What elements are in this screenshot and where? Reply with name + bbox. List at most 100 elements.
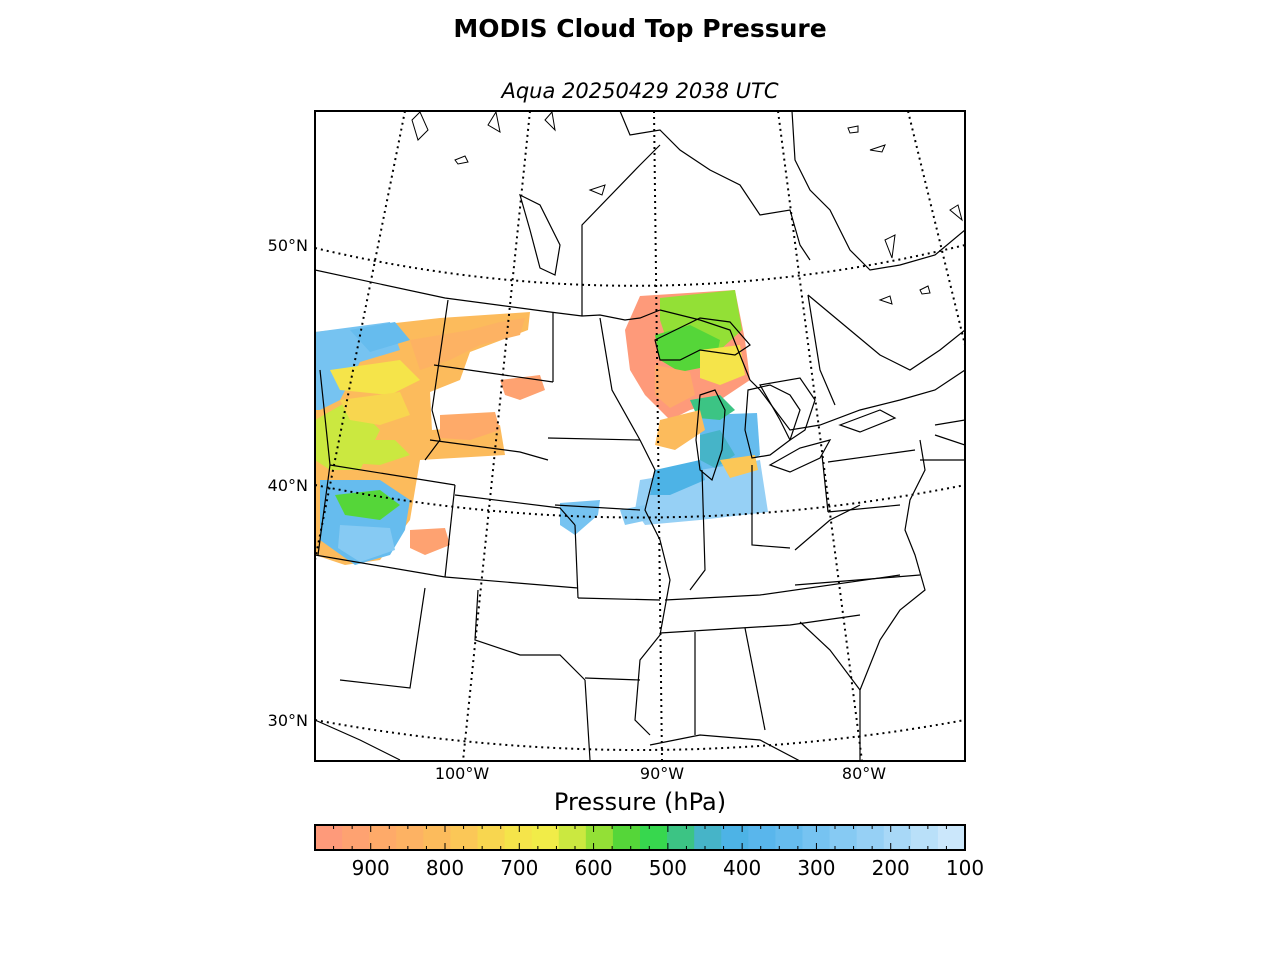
- hudson-bay-coast: [619, 111, 811, 261]
- great-lakes-border: [659, 309, 965, 431]
- colorbar-tick-label: 900: [352, 856, 390, 880]
- lat-label-30n: 30°N: [268, 711, 308, 730]
- tn-south: [659, 614, 861, 634]
- cloud-imagery: [315, 290, 768, 565]
- ga-sc: [799, 621, 861, 691]
- colorbar-swatch: [937, 825, 966, 850]
- atlantic-coast: [859, 439, 926, 761]
- montana-dakota: [431, 299, 449, 411]
- us-canada-border: [315, 269, 661, 321]
- colorbar-swatch: [315, 825, 343, 850]
- map-frame: [314, 110, 966, 762]
- lake-michigan: [695, 389, 726, 482]
- va-nc: [794, 574, 921, 586]
- meridian-70w: [907, 111, 965, 346]
- colorbar-swatch: [856, 825, 885, 850]
- colorbar-swatch: [829, 825, 858, 850]
- ia-mo: [554, 504, 641, 511]
- political-boundaries: [315, 111, 965, 761]
- meridian-80w: [777, 111, 863, 761]
- colorbar-swatch: [531, 825, 560, 850]
- colorbar-swatch: [342, 825, 370, 850]
- lon-label-80w: 80°W: [842, 764, 886, 783]
- lon-label-90w: 90°W: [640, 764, 684, 783]
- colorbar-tick-label: 600: [574, 856, 612, 880]
- colorbar: Pressure (hPa) 900 800 700 600 500 400 300 200 1…: [314, 788, 984, 880]
- lat-labels: 50°N 40°N 30°N: [268, 236, 308, 730]
- colorbar-tick-label: 700: [500, 856, 538, 880]
- wy-co: [329, 464, 456, 486]
- colorbar-swatch: [640, 825, 668, 850]
- sd-ne: [429, 439, 549, 461]
- co-east: [444, 484, 456, 578]
- colorbar-tick-label: 200: [872, 856, 910, 880]
- colorbar-swatch: [369, 825, 397, 850]
- lake-ontario: [838, 409, 897, 433]
- tx-la: [584, 679, 591, 761]
- mississippi-river: [634, 439, 671, 736]
- meridian-100w: [462, 111, 531, 761]
- colorbar-tick-label: 800: [426, 856, 464, 880]
- colorbar-title: Pressure (hPa): [554, 788, 726, 816]
- pa-south: [827, 504, 901, 513]
- colorbar-swatch: [585, 825, 614, 850]
- coastal-fragments: [411, 111, 963, 305]
- lake-superior: [654, 317, 751, 361]
- colorbar-swatch: [423, 825, 452, 850]
- lake-winnipeg: [519, 193, 561, 276]
- wv-va: [794, 504, 861, 551]
- colorbar-labels: 900 800 700 600 500 400 300 200 100: [352, 856, 984, 880]
- co-south: [315, 554, 446, 578]
- lake-erie: [768, 439, 832, 473]
- northeast: [920, 434, 965, 461]
- colorbar-tick-label: 500: [649, 856, 687, 880]
- graticule: [315, 111, 965, 761]
- lon-label-100w: 100°W: [435, 764, 490, 783]
- colorbar-swatch: [775, 825, 804, 850]
- colorbar-swatch: [558, 825, 587, 850]
- al-ga: [744, 627, 766, 731]
- ut-co: [317, 464, 331, 556]
- nm-border: [339, 587, 426, 689]
- colorbar-swatch: [721, 825, 749, 850]
- colorbar-ticks: [333, 825, 966, 850]
- cloud-central-swath: [560, 290, 768, 535]
- colorbar-swatch: [450, 825, 479, 850]
- lon-labels: 100°W 90°W 80°W: [435, 764, 886, 783]
- chart-subtitle: Aqua 20250429 2038 UTC: [501, 79, 779, 103]
- ne-ks: [454, 494, 576, 526]
- colorbar-frame: [314, 824, 966, 851]
- lake-huron: [759, 377, 816, 441]
- colorbar-swatch: [910, 825, 939, 850]
- colorbar-swatches: [315, 825, 966, 850]
- colorbar-tick-label: 400: [723, 856, 761, 880]
- ar-la: [584, 677, 641, 681]
- meridian-90w: [653, 111, 663, 761]
- pa-ny: [827, 449, 916, 463]
- colorbar-swatch: [396, 825, 424, 850]
- colorbar-swatch: [883, 825, 912, 850]
- colorbar-swatch: [667, 825, 695, 850]
- sd-nd: [433, 364, 554, 383]
- mn-wi: [599, 317, 641, 441]
- id-wy: [319, 369, 331, 466]
- mo-ar: [577, 597, 661, 601]
- colorbar-tick-label: 300: [797, 856, 835, 880]
- meridian-110w: [315, 111, 406, 561]
- colorbar-swatch: [612, 825, 641, 850]
- in-oh: [751, 465, 791, 549]
- mo-west: [574, 524, 579, 599]
- colorbar-swatch: [748, 825, 777, 850]
- canada-quebec: [807, 294, 836, 406]
- oh-pa: [821, 454, 829, 513]
- ky-tn: [664, 574, 901, 601]
- lat-label-50n: 50°N: [268, 236, 308, 255]
- colorbar-swatch: [694, 825, 722, 850]
- lat-label-40n: 40°N: [268, 476, 308, 495]
- ny-vt: [934, 419, 965, 426]
- canada-ontario-west: [581, 144, 661, 316]
- ok-tx: [474, 589, 586, 681]
- colorbar-tick-label: 100: [946, 856, 984, 880]
- il-in: [689, 469, 706, 591]
